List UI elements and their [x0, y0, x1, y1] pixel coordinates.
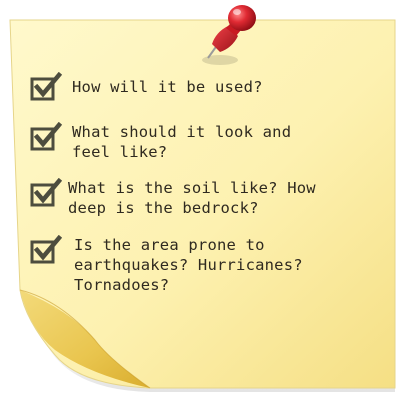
checkbox-checked-icon: [30, 72, 62, 101]
checkbox-checked-icon: [30, 122, 62, 151]
checklist-item-label: What should it look and feel like?: [72, 123, 292, 161]
checkbox-checked-icon: [30, 178, 62, 207]
checklist-item: What is the soil like? How deep is the b…: [30, 178, 343, 218]
checklist-item-label: Is the area prone to earthquakes? Hurric…: [74, 236, 303, 294]
checklist-item: How will it be used?: [30, 72, 332, 102]
checklist-item-label: What is the soil like? How deep is the b…: [68, 179, 316, 217]
checkbox-checked-icon: [30, 235, 62, 264]
checklist-item: What should it look and feel like?: [30, 122, 342, 162]
checklist-item: Is the area prone to earthquakes? Hurric…: [30, 235, 344, 295]
pushpin-icon: [202, 5, 256, 65]
checklist-item-label: How will it be used?: [72, 78, 263, 96]
